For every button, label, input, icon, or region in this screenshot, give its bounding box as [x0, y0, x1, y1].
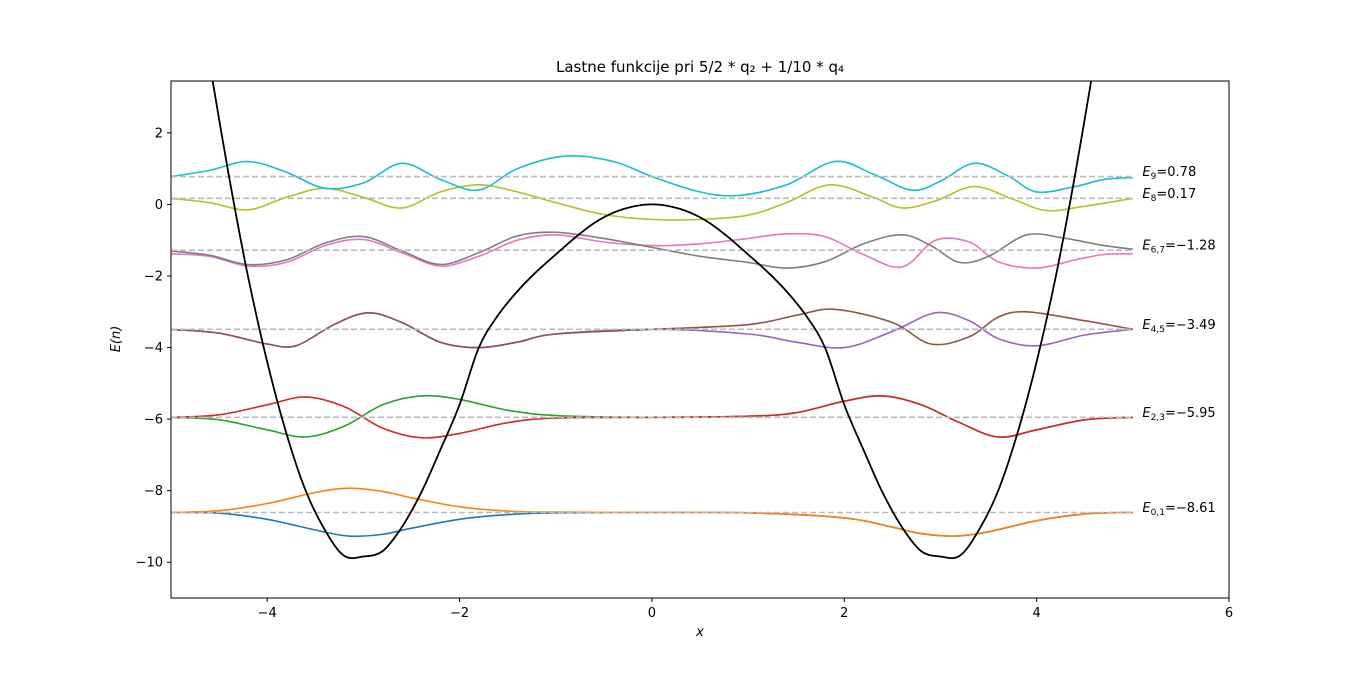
- eigenfunction-line-2: [171, 394, 1133, 438]
- y-tick-label: −4: [144, 341, 163, 356]
- eigenfunction-line-7: [171, 231, 1133, 269]
- x-tick-label: −4: [258, 606, 277, 621]
- chart-title: Lastne funkcije pri 5/2 * q₂ + 1/10 * q₄: [556, 58, 844, 76]
- potential-curve: [211, 81, 1093, 560]
- series-layer: [171, 155, 1133, 538]
- y-tick-label: −10: [136, 556, 163, 571]
- y-tick-label: −2: [144, 269, 163, 284]
- energy-level-label: E0,1=−8.61: [1142, 501, 1215, 518]
- energy-levels-layer: [171, 175, 1133, 514]
- energy-level-label: E6,7=−1.28: [1142, 239, 1215, 256]
- y-axis-label: E(n): [109, 326, 124, 353]
- energy-level-label: E2,3=−5.95: [1142, 406, 1215, 423]
- eigenfunction-line-9: [171, 155, 1133, 197]
- plot-frame: [170, 80, 1230, 599]
- x-tick-label: −2: [450, 606, 469, 621]
- eigenfunction-line-5: [171, 308, 1133, 349]
- energy-level-label: E4,5=−3.49: [1142, 318, 1215, 335]
- x-tick-label: 6: [1225, 606, 1233, 621]
- energy-level-label: E8=0.17: [1142, 187, 1196, 204]
- eigenfunction-line-8: [171, 183, 1133, 221]
- eigenfunction-line-0: [171, 511, 1133, 538]
- energy-level-labels: E9=0.78 E8=0.17 E6,7=−1.28 E4,5=−3.49 E2,3=−…: [1142, 165, 1215, 518]
- x-tick-label: 0: [648, 606, 656, 621]
- x-tick-label: 4: [1032, 606, 1040, 621]
- y-tick-label: −6: [144, 413, 163, 428]
- y-tick-label: 0: [155, 198, 163, 213]
- y-tick-label: 2: [155, 126, 163, 141]
- eigenfunction-line-4: [171, 311, 1133, 349]
- x-tick-label: 2: [840, 606, 848, 621]
- x-axis-ticks: −4 −2 0 2 4 6: [258, 598, 1233, 621]
- energy-level-label: E9=0.78: [1142, 165, 1196, 182]
- y-axis-ticks: −10 −8 −6 −4 −2 0 2: [136, 126, 171, 571]
- eigenfunction-line-6: [171, 232, 1133, 269]
- x-axis-label: x: [695, 625, 704, 640]
- y-tick-label: −8: [144, 484, 163, 499]
- potential-layer: [211, 81, 1093, 560]
